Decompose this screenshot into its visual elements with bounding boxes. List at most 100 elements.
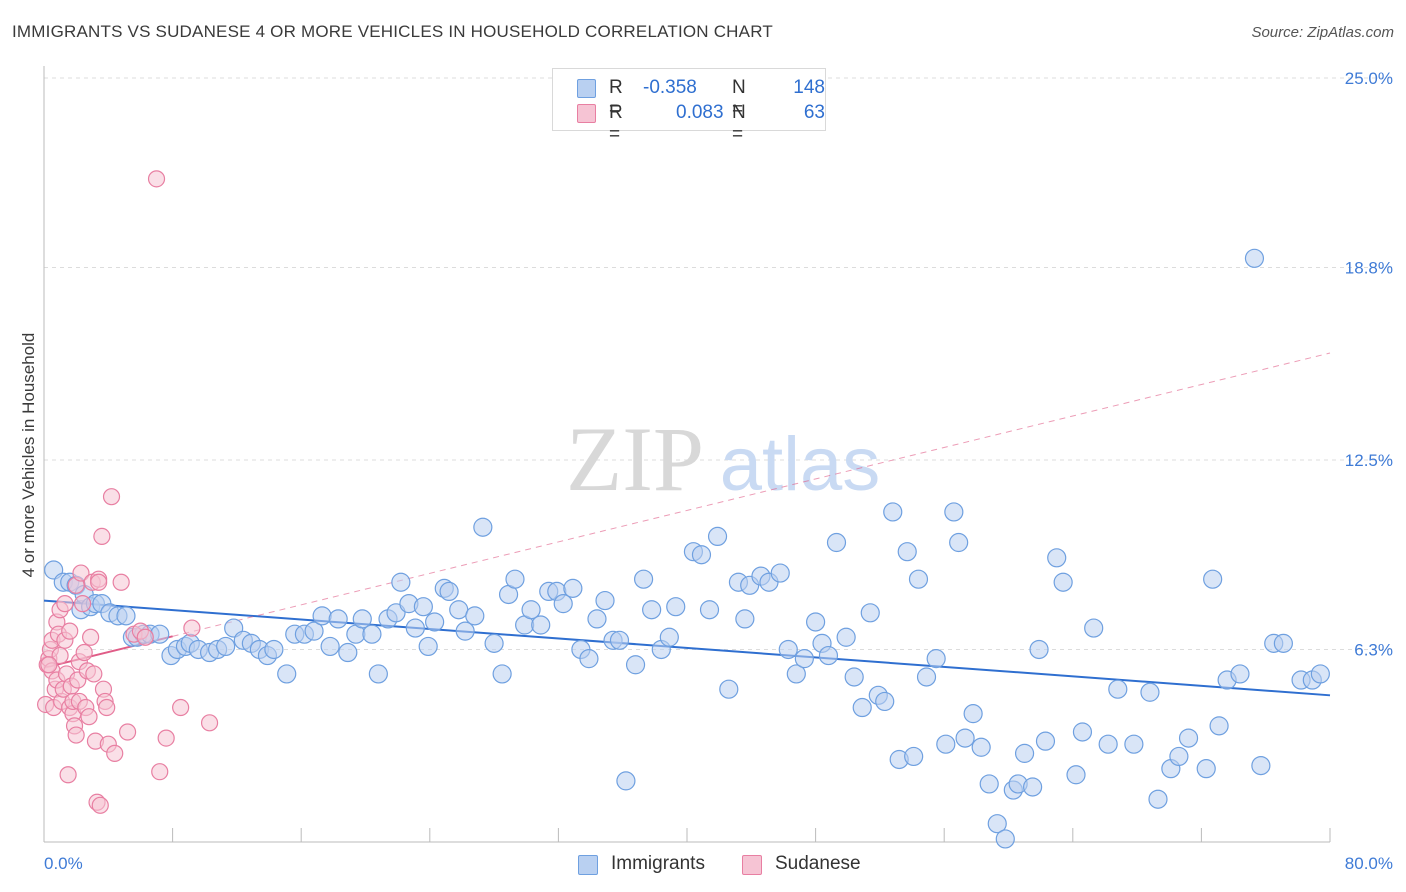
point-immigrants	[1029, 639, 1049, 660]
point-immigrants	[707, 526, 728, 547]
point-immigrants	[563, 578, 583, 598]
point-sudanese	[72, 564, 90, 582]
point-immigrants	[875, 691, 895, 712]
point-immigrants	[277, 664, 297, 684]
point-immigrants	[979, 774, 999, 794]
point-immigrants	[1053, 572, 1073, 592]
point-sudanese	[82, 628, 100, 646]
point-sudanese	[93, 527, 111, 546]
point-immigrants	[963, 704, 983, 724]
point-immigrants	[1047, 548, 1067, 568]
point-sudanese	[102, 488, 121, 506]
legend-swatch-immigrants	[577, 79, 596, 98]
point-immigrants	[328, 609, 348, 629]
point-immigrants	[1023, 777, 1043, 797]
point-sudanese	[67, 726, 85, 744]
bottom-legend: Immigrants Sudanese	[0, 853, 1406, 877]
y-tick-label: 12.5%	[1345, 451, 1393, 470]
point-immigrants	[955, 728, 975, 748]
point-immigrants	[492, 664, 512, 684]
legend-n-label: N =	[732, 77, 746, 120]
point-immigrants	[579, 649, 599, 669]
point-immigrants	[455, 621, 475, 641]
point-immigrants	[735, 609, 755, 629]
point-immigrants	[666, 597, 686, 617]
legend-r-value: 0.083	[676, 102, 724, 123]
point-immigrants	[391, 572, 411, 592]
point-sudanese	[51, 646, 69, 665]
point-immigrants	[860, 603, 880, 623]
point-immigrants	[805, 612, 826, 632]
point-sudanese	[61, 622, 79, 640]
point-sudanese	[106, 744, 124, 762]
point-immigrants	[150, 624, 170, 644]
point-immigrants	[987, 814, 1007, 834]
watermark-atlas: atlas	[720, 422, 881, 507]
bottom-legend-swatch-immigrants	[578, 855, 598, 875]
point-immigrants	[320, 636, 340, 657]
point-sudanese	[75, 643, 93, 662]
point-immigrants	[352, 609, 372, 629]
point-immigrants	[587, 609, 607, 629]
point-immigrants	[418, 636, 438, 657]
point-immigrants	[465, 606, 485, 626]
point-immigrants	[897, 542, 917, 562]
point-sudanese	[73, 595, 92, 613]
point-sudanese	[80, 708, 98, 726]
point-sudanese	[172, 698, 190, 717]
point-immigrants	[1209, 716, 1229, 736]
point-immigrants	[659, 627, 679, 647]
point-immigrants	[609, 630, 630, 650]
point-immigrants	[616, 771, 636, 791]
legend-n-label: N =	[732, 102, 746, 145]
point-sudanese	[118, 723, 137, 741]
point-immigrants	[971, 737, 991, 757]
point-immigrants	[1108, 679, 1128, 699]
trend-line-immigrants	[43, 599, 1331, 697]
legend-n-value: 63	[803, 102, 825, 123]
point-immigrants	[425, 612, 445, 632]
point-immigrants	[633, 569, 654, 589]
bottom-legend-swatch-sudanese	[742, 855, 762, 875]
tick-labels: 6.3% 12.5% 18.8% 25.0% 0.0% 80.0% 4 or more Ve…	[19, 69, 1393, 873]
chart-title: IMMIGRANTS VS SUDANESE 4 OR MORE VEHICLE…	[12, 22, 773, 41]
point-immigrants	[505, 569, 525, 589]
point-immigrants	[1310, 664, 1330, 684]
point-immigrants	[304, 621, 324, 641]
point-sudanese	[157, 729, 175, 747]
point-sudanese	[147, 170, 166, 188]
y-tick-label: 25.0%	[1345, 69, 1393, 88]
point-immigrants	[264, 639, 284, 660]
point-sudanese	[98, 698, 116, 717]
point-sudanese	[85, 665, 103, 683]
grid-lines	[44, 77, 1395, 650]
point-immigrants	[944, 502, 964, 522]
point-immigrants	[926, 649, 946, 669]
point-immigrants	[1084, 618, 1104, 638]
point-immigrants	[1196, 759, 1216, 779]
point-sudanese	[59, 766, 77, 784]
legend-r-label: R =	[609, 77, 623, 120]
point-immigrants	[908, 569, 929, 589]
point-immigrants	[883, 502, 903, 522]
point-immigrants	[449, 600, 469, 620]
point-sudanese	[200, 714, 219, 732]
point-immigrants	[1124, 734, 1144, 754]
point-sudanese	[183, 619, 201, 637]
point-immigrants	[778, 639, 798, 660]
point-immigrants	[852, 697, 872, 718]
y-tick-label: 6.3%	[1354, 640, 1393, 659]
trend-line-dashed-sudanese	[172, 352, 1331, 637]
x-tick-label: 0.0%	[44, 854, 83, 873]
legend: R = -0.358 N = 148 R = 0.083 N = 63	[552, 68, 826, 145]
point-immigrants	[916, 667, 937, 687]
source-label: Source: ZipAtlas.com	[1251, 24, 1394, 41]
point-immigrants	[770, 563, 790, 583]
point-immigrants	[1014, 743, 1035, 763]
point-immigrants	[844, 667, 864, 687]
point-immigrants	[794, 649, 814, 669]
point-sudanese	[136, 628, 154, 646]
x-tick-label: 80.0%	[1345, 854, 1393, 873]
point-sudanese	[112, 573, 130, 591]
